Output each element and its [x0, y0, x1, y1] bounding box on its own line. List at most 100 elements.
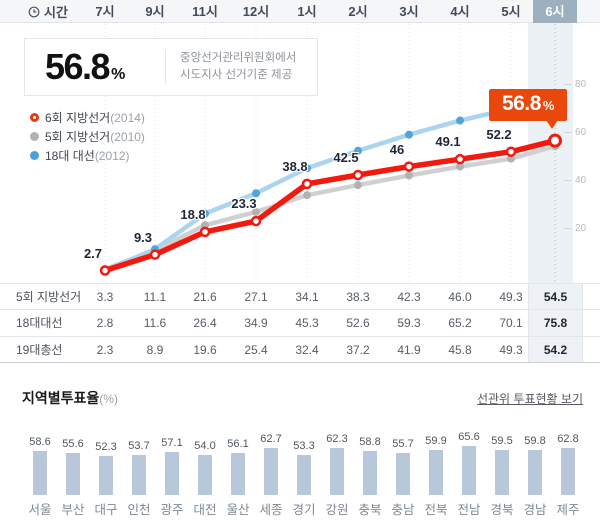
region-section-title: 지역별투표율(%) [22, 390, 118, 406]
legend-item: 5회 지방선거(2010) [30, 127, 145, 146]
table-cell: 37.2 [346, 342, 370, 357]
bar-value: 56.1 [227, 437, 249, 450]
data-point-label: 9.3 [133, 229, 153, 245]
bar-value: 59.9 [425, 435, 447, 448]
legend-dot-icon [30, 132, 39, 141]
time-tab-5시[interactable]: 5시 [501, 4, 521, 19]
bar-label: 충남 [391, 503, 415, 517]
table-cell: 46.0 [448, 290, 472, 304]
bar-울산 [231, 452, 245, 495]
table-cell: 11.1 [143, 290, 167, 304]
table-cell: 52.6 [346, 316, 370, 331]
divider [165, 50, 166, 84]
table-cell: 32.4 [295, 342, 319, 357]
table-row: 18대대선 2.8 11.6 26.4 34.9 45.3 52.6 59.3 65.2 70.1… [0, 309, 600, 337]
bar-세종 [264, 447, 278, 495]
table-cell: 2.8 [96, 316, 114, 331]
table-cell: 25.4 [244, 342, 268, 357]
hourly-turnout-line-chart [99, 24, 562, 283]
bar-value: 59.5 [491, 435, 513, 448]
time-tab-1시[interactable]: 1시 [297, 4, 317, 19]
time-caption: 시간 [28, 0, 68, 23]
table-cell: 11.6 [143, 316, 167, 331]
clock-icon [28, 6, 40, 17]
summary-card: 56.8% 중앙선거관리위원회에서 시도지사 선거기준 제공 [24, 38, 318, 96]
bar-label: 부산 [61, 503, 85, 517]
bar-value: 57.1 [161, 437, 183, 450]
bar-경남 [528, 450, 542, 495]
summary-value: 56.8% [45, 46, 126, 87]
bar-label: 제주 [556, 503, 580, 517]
y-axis-tick-80: 80 [564, 79, 586, 90]
data-point-label: 42.5 [333, 150, 359, 165]
bar-value: 55.6 [62, 438, 84, 451]
table-cell: 42.3 [397, 290, 421, 304]
time-tab-7시[interactable]: 7시 [95, 4, 115, 19]
bar-value: 62.3 [326, 433, 348, 446]
bar-부산 [66, 453, 80, 495]
table-cell: 49.3 [499, 290, 523, 304]
time-tab-9시[interactable]: 9시 [145, 4, 165, 19]
bar-label: 대전 [193, 503, 217, 517]
table-row-label: 19대총선 [16, 342, 63, 357]
legend-item: 6회 지방선거(2014) [30, 108, 145, 127]
time-header: 시간 7시 9시 11시 12시 1시 2시 3시 4시 5시 6시 [0, 0, 600, 23]
bar-value: 58.8 [359, 435, 381, 448]
bar-대구 [99, 455, 113, 495]
bar-label: 전남 [457, 503, 481, 517]
table-row-label: 18대대선 [16, 316, 63, 331]
time-tab-12시[interactable]: 12시 [242, 4, 270, 19]
bar-경기 [297, 455, 311, 495]
y-axis-tick-60: 60 [564, 127, 586, 138]
data-point-label: 49.1 [435, 134, 461, 150]
table-bottom-border [0, 362, 600, 363]
bar-충남 [396, 453, 410, 495]
time-tab-3시[interactable]: 3시 [399, 4, 419, 19]
bar-강원 [330, 448, 344, 495]
bar-label: 경기 [292, 503, 316, 517]
data-point-label: 46 [389, 141, 405, 157]
y-axis-tick-40: 40 [564, 175, 586, 186]
data-point-label: 18.8 [180, 206, 206, 222]
bar-광주 [165, 452, 179, 495]
chart-legend: 6회 지방선거(2014) 5회 지방선거(2010) 18대 대선(2012) [30, 108, 145, 165]
table-cell: 70.1 [499, 316, 523, 331]
data-point-label: 38.8 [282, 158, 308, 174]
y-axis-tick-20: 20 [564, 223, 586, 234]
bar-value: 59.8 [524, 435, 546, 448]
table-cell: 49.3 [499, 342, 523, 357]
bar-전북 [429, 450, 443, 495]
table-cell: 3.3 [96, 290, 114, 304]
bar-label: 경북 [490, 503, 514, 517]
time-tab-current[interactable]: 6시 [533, 0, 577, 23]
time-caption-label: 시간 [44, 5, 68, 20]
bar-대전 [198, 454, 212, 495]
table-cell: 21.6 [193, 290, 217, 304]
bar-경북 [495, 450, 509, 495]
table-row: 19대총선 2.3 8.9 19.6 25.4 32.4 37.2 41.9 45.8 49.3 5… [0, 335, 600, 363]
table-final-cell: 54.2 [528, 336, 583, 363]
time-tab-2시[interactable]: 2시 [348, 4, 368, 19]
bar-value: 52.3 [95, 440, 117, 453]
table-cell: 45.3 [295, 316, 319, 331]
time-tab-4시[interactable]: 4시 [450, 4, 470, 19]
bar-전남 [462, 445, 476, 495]
table-cell: 34.1 [295, 290, 319, 304]
table-row-label: 5회 지방선거 [16, 290, 82, 304]
bar-value: 62.8 [557, 432, 579, 445]
bar-value: 54.0 [194, 439, 216, 452]
bar-value: 65.6 [458, 430, 480, 443]
table-cell: 19.6 [193, 342, 217, 357]
table-final-cell: 54.5 [528, 284, 583, 310]
bar-label: 대구 [94, 503, 118, 517]
table-cell: 34.9 [244, 316, 268, 331]
time-tab-11시[interactable]: 11시 [192, 4, 218, 19]
bar-label: 서울 [28, 503, 52, 517]
legend-dot-icon [30, 151, 39, 160]
nec-status-link[interactable]: 선관위 투표현황 보기 [476, 392, 583, 406]
table-cell: 27.1 [244, 290, 268, 304]
table-cell: 59.3 [397, 316, 421, 331]
bar-value: 53.7 [128, 439, 150, 452]
bar-value: 62.7 [260, 432, 282, 445]
bar-서울 [33, 451, 47, 495]
